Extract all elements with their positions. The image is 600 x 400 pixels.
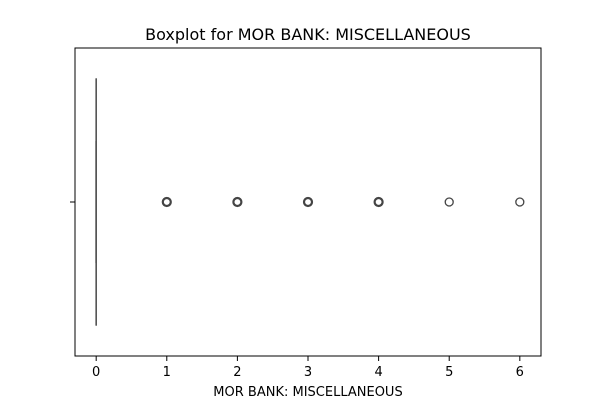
x-tick-label: 2 [233, 365, 241, 380]
x-tick-label: 0 [92, 365, 100, 380]
x-tick-label: 4 [374, 365, 382, 380]
x-tick-label: 3 [304, 365, 312, 380]
x-axis-label: MOR BANK: MISCELLANEOUS [213, 385, 402, 400]
x-tick-label: 5 [445, 365, 453, 380]
outlier-point [161, 196, 172, 208]
x-tick-label: 1 [163, 365, 171, 380]
outlier-point [444, 197, 454, 207]
outlier-point [515, 197, 525, 207]
outlier-points [161, 196, 525, 208]
outlier-point [232, 196, 243, 208]
outlier-point [302, 196, 314, 208]
x-axis-ticks: 0 1 2 3 4 5 6 [92, 356, 524, 380]
chart-title: Boxplot for MOR BANK: MISCELLANEOUS [145, 25, 471, 44]
x-tick-label: 6 [516, 365, 524, 380]
plot-area-frame [74, 47, 542, 357]
outlier-point [373, 196, 384, 208]
